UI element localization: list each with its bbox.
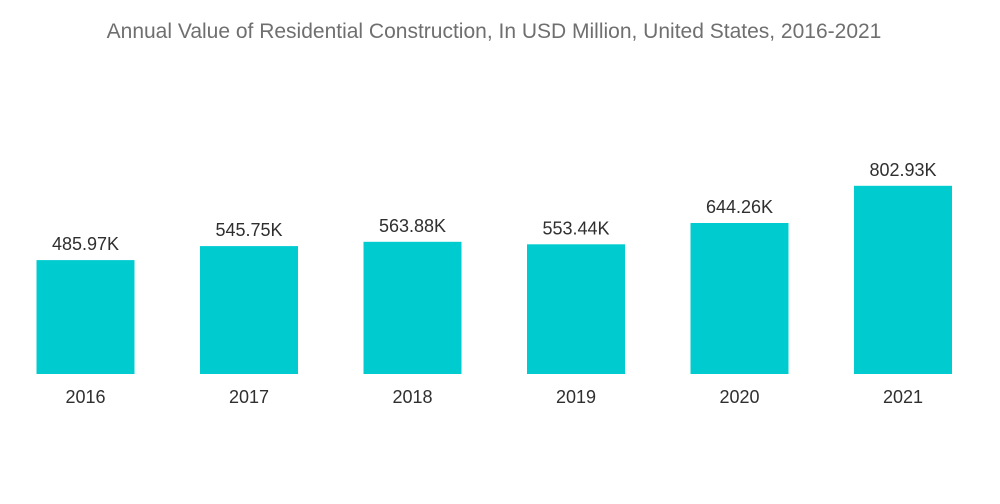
value-labels-group: 485.97K 545.75K 563.88K 553.44K 644.26K 802.9… xyxy=(52,160,937,254)
x-tick-label-2021: 2021 xyxy=(883,387,923,407)
value-label-2017: 545.75K xyxy=(215,220,282,240)
bar-2020 xyxy=(691,223,789,374)
bar-2017 xyxy=(200,246,298,374)
x-tick-label-2016: 2016 xyxy=(65,387,105,407)
x-tick-label-2018: 2018 xyxy=(392,387,432,407)
value-label-2020: 644.26K xyxy=(706,197,773,217)
value-label-2019: 553.44K xyxy=(542,218,609,238)
x-tick-label-2017: 2017 xyxy=(229,387,269,407)
bar-2016 xyxy=(37,260,135,374)
bar-2019 xyxy=(527,244,625,374)
bar-2021 xyxy=(854,186,952,374)
bar-2018 xyxy=(364,242,462,374)
value-label-2018: 563.88K xyxy=(379,216,446,236)
value-label-2021: 802.93K xyxy=(869,160,936,180)
value-label-2016: 485.97K xyxy=(52,234,119,254)
x-axis-ticks: 2016 2017 2018 2019 2020 2021 xyxy=(65,387,923,407)
bars-group xyxy=(37,186,953,374)
chart-title: Annual Value of Residential Construction… xyxy=(107,20,882,43)
x-tick-label-2020: 2020 xyxy=(719,387,759,407)
x-tick-label-2019: 2019 xyxy=(556,387,596,407)
